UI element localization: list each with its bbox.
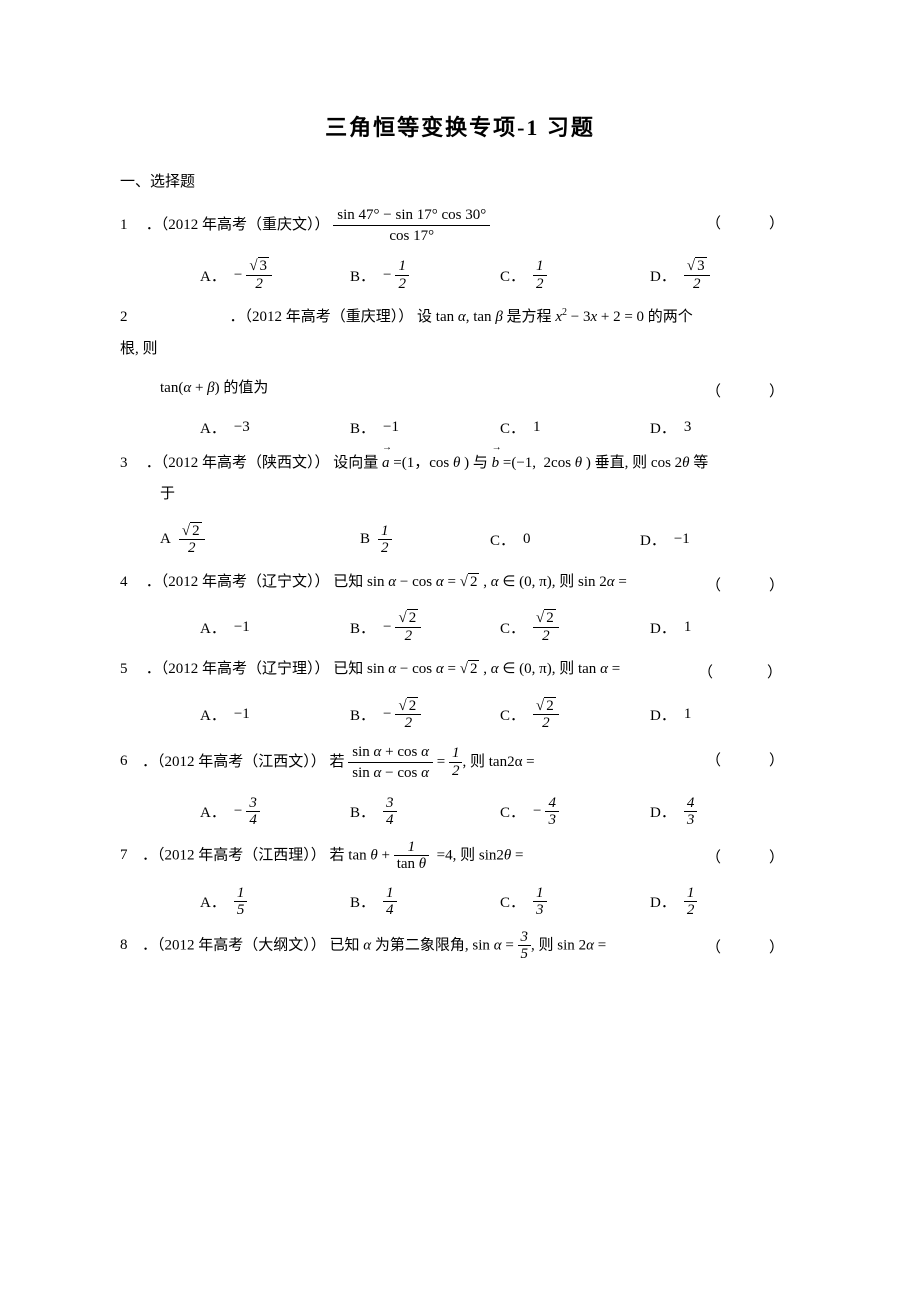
q6-opt-d: D．43 <box>650 795 800 829</box>
q7-opt-c: C．13 <box>500 885 650 919</box>
q3-opt-d: D．−1 <box>640 523 790 557</box>
answer-blank: （ ） <box>706 377 790 409</box>
q2-opt-b: B．−1 <box>350 417 500 438</box>
q6-source: ．（2012 年高考（江西文）） <box>142 753 326 769</box>
q4-opt-a: A．−1 <box>200 610 350 644</box>
q3-opt-a: A√22 <box>160 523 360 557</box>
q3-number: 3 <box>120 448 142 480</box>
q2-source: ．（2012 年高考（重庆理）） <box>230 309 414 325</box>
q8-number: 8 <box>120 930 142 962</box>
q7-tail: 若 tan θ + <box>330 847 394 863</box>
q4-opt-c: C．√22 <box>500 610 650 644</box>
q2-number: 2 <box>120 302 142 334</box>
answer-blank: （ ） <box>706 571 790 603</box>
q4-number: 4 <box>120 567 142 599</box>
q2-tail2: tan(α + β) 的值为 <box>160 373 800 405</box>
answer-blank: （ ） <box>706 209 790 241</box>
section-heading: 一、选择题 <box>120 170 800 191</box>
q1-opt-d: D．√32 <box>650 258 800 292</box>
q5-opt-d: D．1 <box>650 698 800 732</box>
q6-opt-b: B．34 <box>350 795 500 829</box>
q3-opt-c: C．0 <box>490 523 640 557</box>
q1-source: ．（2012 年高考（重庆文）） <box>146 217 330 233</box>
page: 三角恒等变换专项-1 习题 一、选择题 1 ．（2012 年高考（重庆文）） s… <box>0 0 920 1035</box>
q8-source: ．（2012 年高考（大纲文）） <box>142 937 326 953</box>
question-6: 6．（2012 年高考（江西文）） 若 sin α + cos α sin α … <box>120 742 800 783</box>
q6-opt-c: C．−43 <box>500 795 650 829</box>
q7-opt-d: D．12 <box>650 885 800 919</box>
q4-source: ．（2012 年高考（辽宁文）） <box>146 574 330 590</box>
q6-opt-a: A．−34 <box>200 795 350 829</box>
q1-options: A．−√32 B．−12 C．12 D．√32 <box>200 258 800 292</box>
q5-opt-b: B．−√22 <box>350 698 500 732</box>
q5-number: 5 <box>120 654 142 686</box>
q5-opt-a: A．−1 <box>200 698 350 732</box>
q3-tail: 设向量 a =(1，cos θ ) 与 b =(−1, 2cos θ ) 垂直,… <box>333 455 708 471</box>
q1-expression: sin 47° − sin 17° cos 30° cos 17° <box>333 205 490 246</box>
q7-number: 7 <box>120 840 142 872</box>
answer-blank: （ ） <box>706 746 790 778</box>
q3-options: A√22 B12 C．0 D．−1 <box>160 523 800 557</box>
q6-frac: sin α + cos α sin α − cos α <box>348 742 433 783</box>
answer-blank: （ ） <box>706 843 790 875</box>
question-2: 2 ．（2012 年高考（重庆理）） 设 tan α, tan β 是方程 x2… <box>120 302 800 365</box>
q1-number: 1 <box>120 210 142 242</box>
question-1: 1 ．（2012 年高考（重庆文）） sin 47° − sin 17° cos… <box>120 205 800 246</box>
q7-opt-a: A．15 <box>200 885 350 919</box>
q8-tail: 已知 α 为第二象限角, sin α = <box>330 937 518 953</box>
question-3: 3 ．（2012 年高考（陕西文）） 设向量 a =(1，cos θ ) 与 b… <box>120 448 800 511</box>
answer-blank: （ ） <box>698 658 790 690</box>
q7-options: A．15 B．14 C．13 D．12 <box>200 885 800 919</box>
q5-tail: 已知 sin α − cos α = √2 , α ∈ (0, π), 则 ta… <box>333 660 620 677</box>
q1-opt-b: B．−12 <box>350 258 500 292</box>
q4-opt-b: B．−√22 <box>350 610 500 644</box>
q3-source: ．（2012 年高考（陕西文）） <box>146 455 330 471</box>
q3-opt-b: B12 <box>360 523 490 557</box>
q1-opt-a: A．−√32 <box>200 258 350 292</box>
question-2-line2: tan(α + β) 的值为 （ ） <box>120 373 800 405</box>
q5-options: A．−1 B．−√22 C．√22 D．1 <box>200 698 800 732</box>
document-title: 三角恒等变换专项-1 习题 <box>120 110 800 142</box>
q5-source: ．（2012 年高考（辽宁理）） <box>146 661 330 677</box>
q5-opt-c: C．√22 <box>500 698 650 732</box>
q6-number: 6 <box>120 746 142 778</box>
q2-opt-a: A．−3 <box>200 417 350 438</box>
q4-options: A．−1 B．−√22 C．√22 D．1 <box>200 610 800 644</box>
q2-opt-c: C．1 <box>500 417 650 438</box>
answer-blank: （ ） <box>706 933 790 965</box>
q1-opt-c: C．12 <box>500 258 650 292</box>
question-8: 8．（2012 年高考（大纲文）） 已知 α 为第二象限角, sin α = 3… <box>120 929 800 963</box>
question-5: 5 ．（2012 年高考（辽宁理）） 已知 sin α − cos α = √2… <box>120 654 800 686</box>
q6-pre: 若 <box>330 753 349 769</box>
q2-opt-d: D．3 <box>650 417 800 438</box>
q4-opt-d: D．1 <box>650 610 800 644</box>
q6-options: A．−34 B．34 C．−43 D．43 <box>200 795 800 829</box>
q7-source: ．（2012 年高考（江西理）） <box>142 847 326 863</box>
q4-tail: 已知 sin α − cos α = √2 , α ∈ (0, π), 则 si… <box>333 573 627 590</box>
question-4: 4 ．（2012 年高考（辽宁文）） 已知 sin α − cos α = √2… <box>120 567 800 599</box>
question-7: 7．（2012 年高考（江西理）） 若 tan θ + 1tan θ =4, 则… <box>120 839 800 873</box>
q2-options: A．−3 B．−1 C．1 D．3 <box>200 417 800 438</box>
q7-opt-b: B．14 <box>350 885 500 919</box>
